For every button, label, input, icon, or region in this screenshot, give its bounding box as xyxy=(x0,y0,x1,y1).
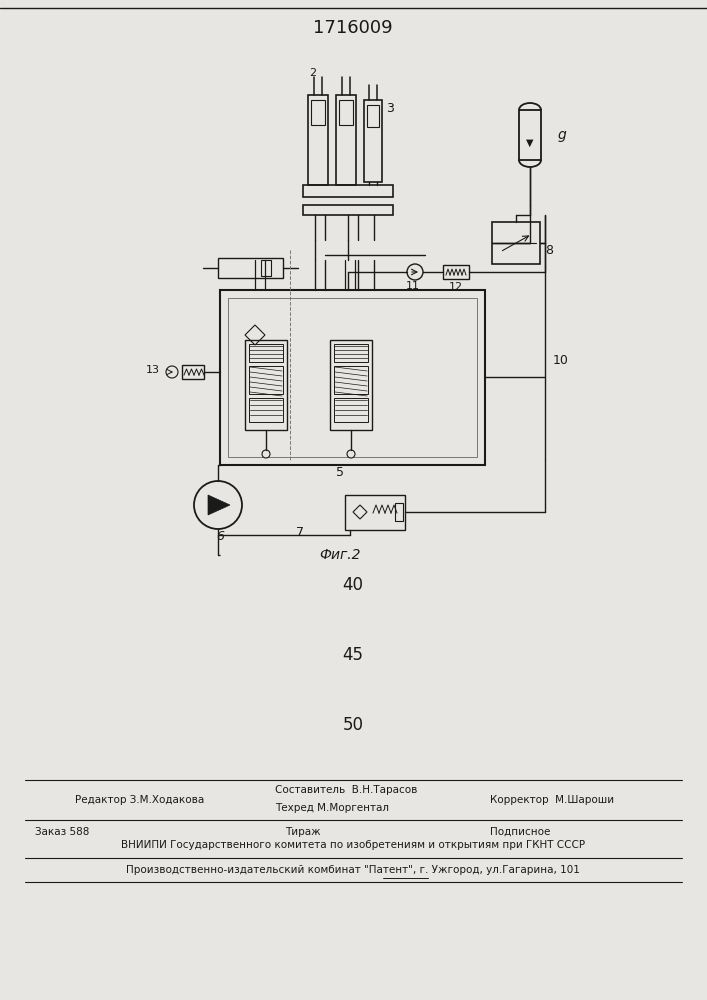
Text: 3: 3 xyxy=(386,102,394,114)
Text: 10: 10 xyxy=(553,354,569,366)
Bar xyxy=(492,222,540,264)
Bar xyxy=(261,260,271,276)
Text: 40: 40 xyxy=(342,576,363,594)
Bar xyxy=(311,100,325,125)
Text: Составитель  В.Н.Тарасов: Составитель В.Н.Тарасов xyxy=(275,785,417,795)
Bar xyxy=(443,265,469,279)
Text: Корректор  М.Шароши: Корректор М.Шароши xyxy=(490,795,614,805)
Circle shape xyxy=(194,481,242,529)
Text: 8: 8 xyxy=(545,244,553,257)
Text: g: g xyxy=(558,128,567,142)
Text: 12: 12 xyxy=(449,282,463,292)
Bar xyxy=(364,100,382,182)
Bar xyxy=(308,95,328,185)
Bar xyxy=(330,340,372,430)
Bar xyxy=(249,398,283,422)
Bar xyxy=(249,344,283,362)
Bar xyxy=(334,398,368,422)
Text: 11: 11 xyxy=(406,281,420,291)
Text: 45: 45 xyxy=(342,646,363,664)
Bar xyxy=(182,365,204,379)
Bar xyxy=(220,290,485,465)
Text: 5: 5 xyxy=(336,466,344,479)
Text: Редактор З.М.Ходакова: Редактор З.М.Ходакова xyxy=(75,795,204,805)
Bar xyxy=(339,100,353,125)
Bar xyxy=(519,110,541,160)
Text: Производственно-издательский комбинат "Патент", г. Ужгород, ул.Гагарина, 101: Производственно-издательский комбинат "П… xyxy=(126,865,580,875)
Bar xyxy=(336,95,356,185)
Circle shape xyxy=(347,450,355,458)
Bar xyxy=(303,185,393,197)
Text: 6: 6 xyxy=(216,530,224,544)
Bar xyxy=(228,298,477,457)
Bar xyxy=(367,105,379,127)
Text: 1716009: 1716009 xyxy=(313,19,393,37)
Bar xyxy=(218,258,283,278)
Text: 2: 2 xyxy=(310,68,317,78)
Bar xyxy=(303,205,393,215)
Text: Заказ 588: Заказ 588 xyxy=(35,827,89,837)
Text: Техред М.Моргентал: Техред М.Моргентал xyxy=(275,803,389,813)
Text: Подписное: Подписное xyxy=(490,827,550,837)
Bar xyxy=(334,344,368,362)
Text: 50: 50 xyxy=(342,716,363,734)
Text: 7: 7 xyxy=(296,526,304,538)
Bar xyxy=(249,366,283,394)
Bar xyxy=(334,366,368,394)
Text: Фиг.2: Фиг.2 xyxy=(320,548,361,562)
Text: ВНИИПИ Государственного комитета по изобретениям и открытиям при ГКНТ СССР: ВНИИПИ Государственного комитета по изоб… xyxy=(121,840,585,850)
Text: ▼: ▼ xyxy=(526,138,534,148)
Text: 13: 13 xyxy=(146,365,160,375)
Text: Тираж: Тираж xyxy=(285,827,321,837)
Bar xyxy=(395,503,403,521)
Circle shape xyxy=(262,450,270,458)
Bar xyxy=(245,340,287,430)
Circle shape xyxy=(407,264,423,280)
Circle shape xyxy=(166,366,178,378)
Bar xyxy=(345,495,405,530)
Polygon shape xyxy=(208,495,230,515)
